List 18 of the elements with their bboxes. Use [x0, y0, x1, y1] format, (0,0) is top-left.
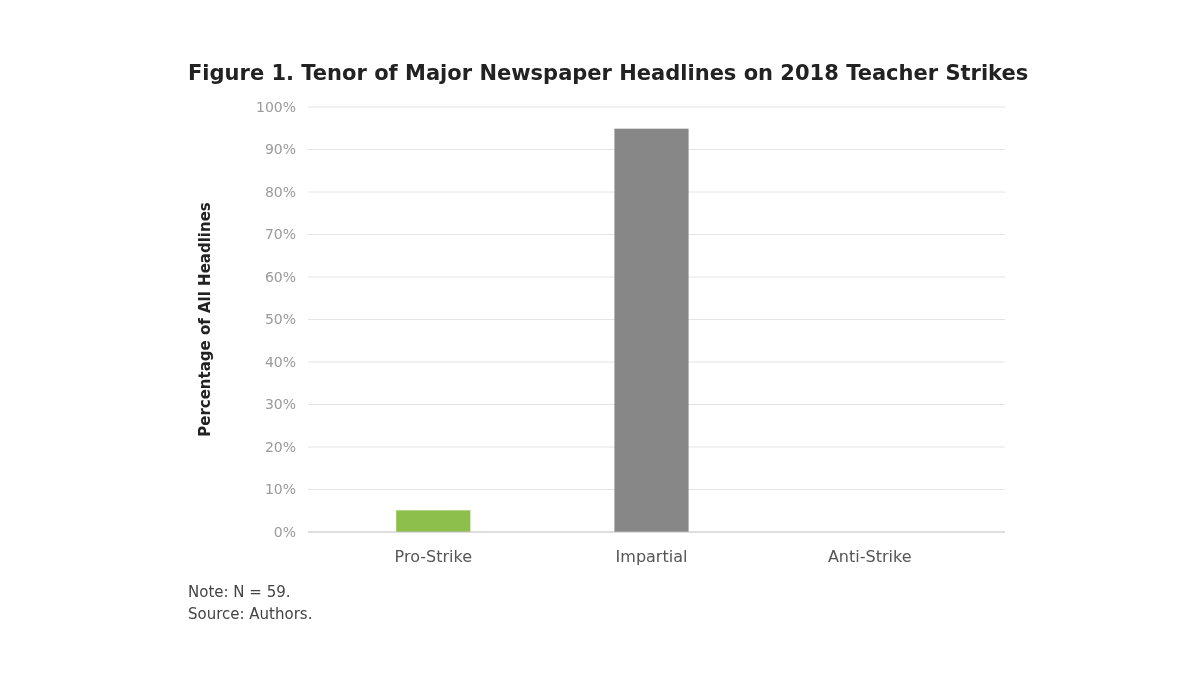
y-tick-label: 20%	[264, 438, 296, 455]
y-tick-label: 10%	[264, 481, 296, 498]
y-axis-title: Percentage of All Headlines	[196, 202, 214, 437]
x-tick-label: Anti-Strike	[827, 547, 912, 566]
y-tick-label: 0%	[273, 523, 296, 540]
x-tick-label: Pro-Strike	[394, 547, 473, 566]
source-note: Source: Authors.	[188, 605, 313, 623]
y-tick-label: 50%	[264, 311, 296, 328]
text: Note: N = 59.	[188, 583, 291, 601]
y-tick-label: 60%	[264, 268, 296, 285]
y-tick-label: 100%	[255, 98, 296, 115]
chart-title: Figure 1. Tenor of Major Newspaper Headlines on 2018 Teacher Strikes	[188, 61, 1029, 85]
y-tick-label: 80%	[264, 183, 296, 200]
y-tick-label: 40%	[264, 353, 296, 370]
y-tick-label: 70%	[264, 226, 296, 243]
x-tick-label: Impartial	[615, 547, 688, 566]
y-tick-label: 90%	[264, 141, 296, 158]
y-tick-label: 30%	[264, 396, 296, 413]
